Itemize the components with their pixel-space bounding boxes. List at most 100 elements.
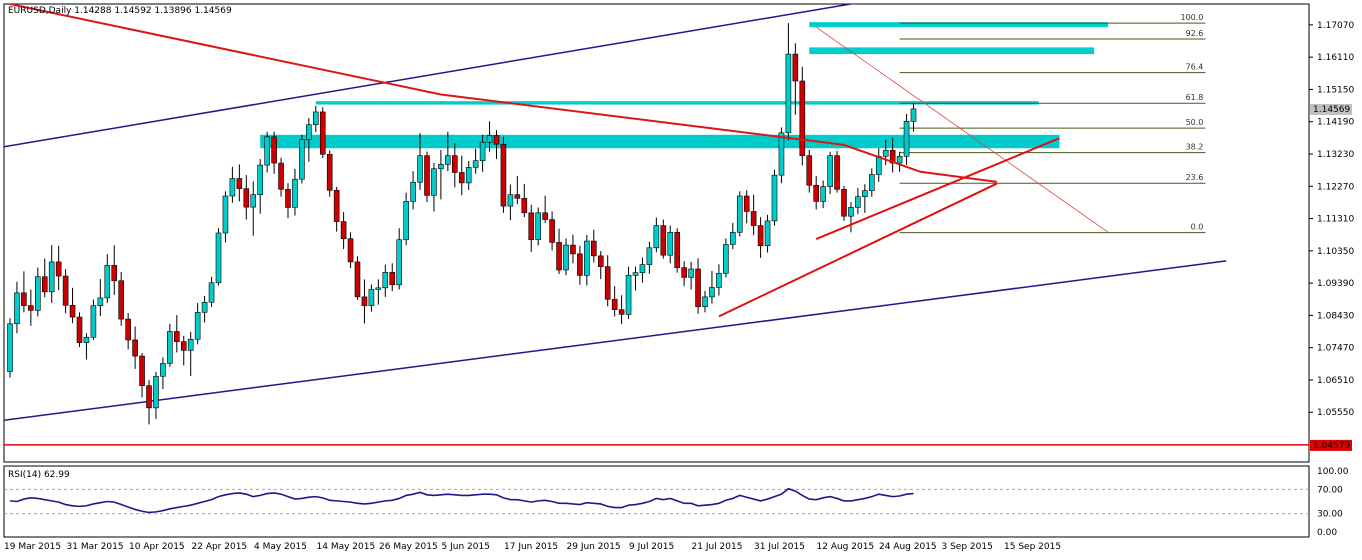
candle: [556, 228, 562, 275]
candle: [903, 113, 910, 166]
candle: [292, 168, 298, 216]
candle: [660, 219, 667, 259]
candle: [820, 180, 826, 209]
rsi-line: [9, 487, 914, 514]
candle: [590, 229, 597, 263]
candle: [361, 279, 368, 324]
fib-level-label: 92.6: [1186, 29, 1204, 38]
candle: [806, 149, 813, 193]
candle: [194, 302, 201, 345]
candle: [618, 295, 625, 325]
fib-level-label: 61.8: [1186, 93, 1204, 102]
fib-level-label: 50.0: [1186, 118, 1204, 127]
candle: [236, 164, 243, 202]
candle: [368, 284, 375, 312]
candle: [764, 214, 771, 253]
candle: [667, 225, 674, 264]
candle: [597, 251, 604, 280]
candle: [723, 238, 729, 278]
candle: [528, 204, 535, 252]
candle: [62, 268, 69, 314]
candle: [736, 191, 743, 237]
candle: [21, 271, 27, 313]
x-tick-label: 5 Jun 2015: [442, 542, 490, 552]
candle: [785, 23, 792, 141]
candle: [882, 139, 889, 166]
candle: [834, 150, 840, 193]
candle: [771, 169, 778, 226]
candle: [299, 134, 305, 184]
candle: [688, 261, 694, 290]
candle: [34, 267, 41, 317]
x-tick-label: 9 Jul 2015: [629, 542, 674, 552]
rsi-y-tick-label: 100.00: [1317, 467, 1349, 477]
candle: [410, 171, 416, 210]
fib-level-label: 76.4: [1186, 63, 1204, 72]
candle: [55, 245, 62, 291]
y-tick-label: 1.11310: [1317, 215, 1354, 225]
candle: [229, 166, 236, 203]
rsi-y-tick-label: 30.00: [1317, 510, 1343, 520]
candle: [132, 326, 138, 369]
candle: [841, 185, 847, 221]
candle: [549, 211, 555, 251]
candle: [417, 133, 423, 190]
candle: [208, 276, 215, 307]
x-tick-label: 29 Jun 2015: [567, 542, 621, 552]
fib-level-label: 38.2: [1186, 143, 1204, 152]
candle: [514, 175, 521, 205]
candle: [201, 295, 208, 323]
candle: [465, 161, 472, 190]
candle: [778, 127, 785, 184]
current-price-label: 1.14569: [1313, 105, 1350, 115]
x-tick-label: 19 Mar 2015: [4, 542, 61, 552]
y-tick-label: 1.16110: [1317, 53, 1354, 63]
channel-upper-line: [4, 4, 856, 148]
candle: [625, 266, 632, 320]
y-tick-label: 1.17070: [1317, 21, 1354, 31]
candle: [139, 353, 145, 398]
channel-lower-line: [4, 260, 1227, 422]
candle: [48, 245, 55, 303]
candle: [118, 272, 124, 326]
candle: [799, 66, 806, 166]
candle: [695, 258, 701, 314]
resistance-zone: [315, 101, 1039, 105]
y-tick-label: 1.10350: [1317, 247, 1354, 257]
rsi-panel-frame: [3, 465, 1310, 538]
candle: [306, 117, 312, 162]
candle: [333, 186, 340, 232]
candle: [326, 150, 333, 197]
candle: [868, 168, 875, 197]
candle: [472, 148, 479, 174]
candle: [83, 333, 90, 360]
candle: [7, 318, 13, 378]
rsi-title: RSI(14) 62.99: [8, 470, 70, 480]
candle: [500, 136, 507, 213]
candle: [702, 290, 708, 313]
candle: [264, 131, 270, 173]
candle: [584, 235, 590, 286]
support-price-label: 1.04579: [1313, 441, 1350, 451]
rsi-y-tick-label: 70.00: [1317, 485, 1343, 495]
candle: [848, 202, 854, 233]
candle: [910, 103, 917, 132]
candle: [855, 187, 861, 215]
rising-trend-line: [718, 182, 998, 318]
candle: [153, 371, 159, 419]
candle: [28, 289, 34, 326]
candle: [222, 191, 229, 243]
fib-level-label: 23.6: [1186, 173, 1204, 182]
candle: [729, 222, 736, 250]
candle: [187, 331, 194, 376]
x-tick-label: 3 Sep 2015: [942, 542, 993, 552]
x-tick-label: 17 Jun 2015: [504, 542, 558, 552]
candle: [90, 299, 97, 340]
candle: [111, 245, 118, 295]
fib-trend-line: [815, 26, 1109, 233]
chart-title: EURUSD,Daily 1.14288 1.14592 1.13896 1.1…: [8, 6, 232, 16]
candle: [347, 232, 354, 268]
candle: [278, 157, 284, 197]
